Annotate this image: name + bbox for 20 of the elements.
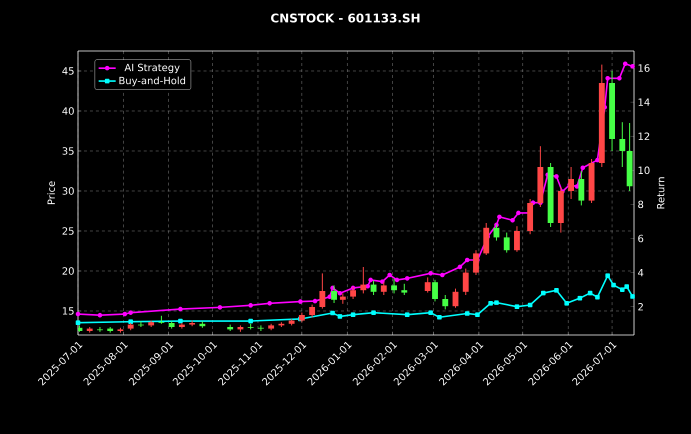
y-tick-label: 35: [62, 147, 74, 155]
y2-tick-label: 12: [638, 132, 650, 140]
y2-tick-label: 16: [638, 64, 650, 72]
y2-tick-label: 2: [638, 302, 643, 310]
y-tick-label: 30: [62, 187, 74, 195]
y-tick-label: 15: [62, 307, 74, 315]
y2-tick-label: 10: [638, 166, 650, 174]
y-tick-label: 45: [62, 67, 74, 75]
y2-tick-label: 14: [638, 98, 650, 106]
legend-label: AI Strategy: [124, 64, 180, 74]
y-tick-label: 25: [62, 227, 74, 235]
y2-tick-label: 4: [638, 268, 644, 276]
y-axis-title: Price: [47, 181, 55, 204]
y-tick-label: 20: [62, 267, 74, 275]
y2-tick-label: 8: [638, 200, 644, 208]
y2-tick-label: 6: [638, 234, 644, 242]
y2-axis-title: Return: [657, 177, 664, 209]
chart-title: CNSTOCK - 601133.SH: [271, 13, 420, 23]
y-tick-label: 40: [62, 107, 74, 115]
legend-label: Buy-and-Hold: [119, 76, 186, 86]
